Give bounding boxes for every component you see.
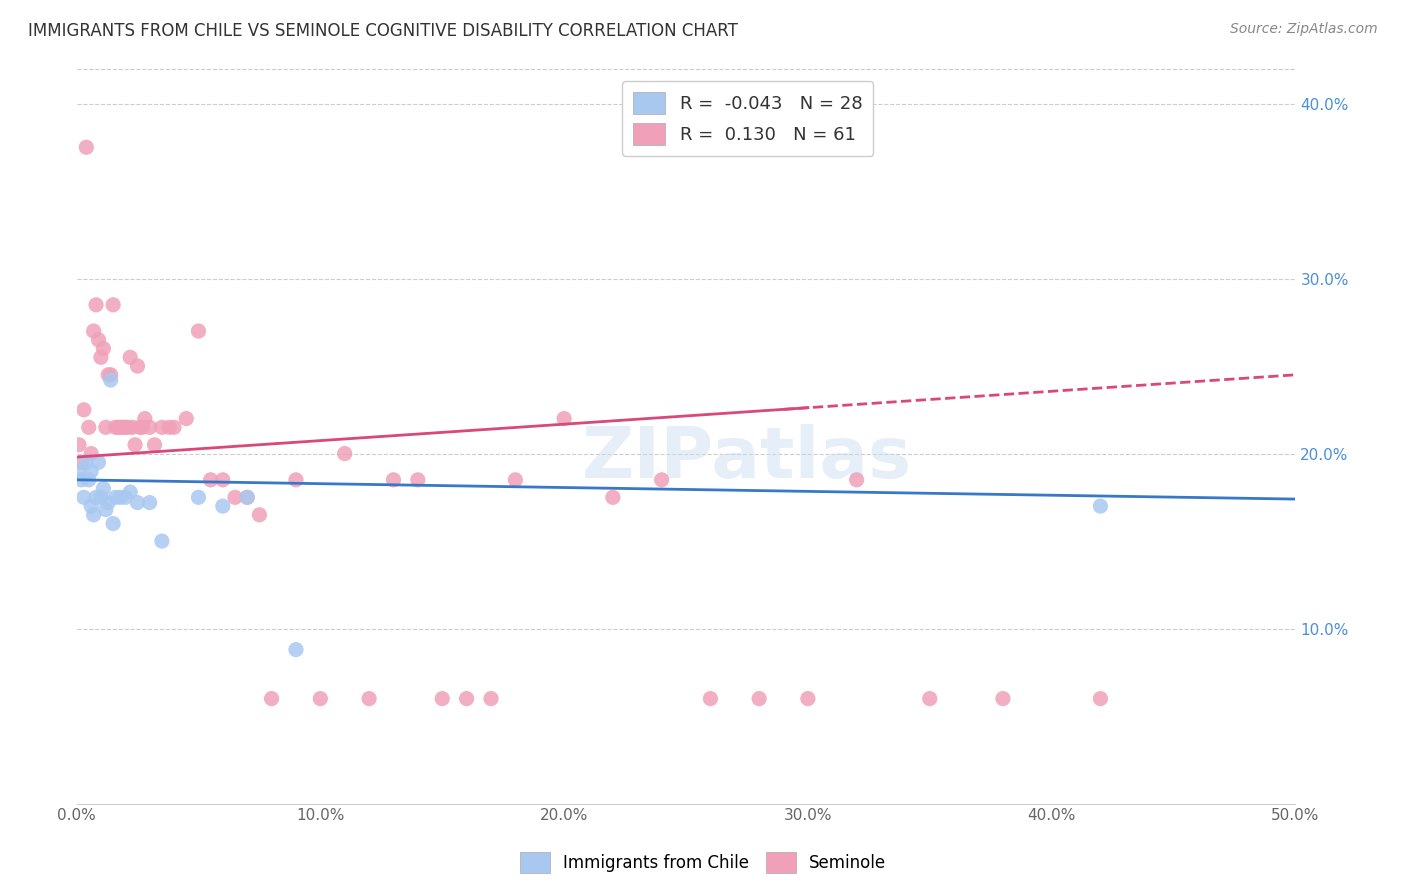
Point	[111, 420, 134, 434]
Point	[845, 473, 868, 487]
Point	[134, 411, 156, 425]
Point	[129, 420, 152, 434]
Legend: R =  -0.043   N = 28, R =  0.130   N = 61: R = -0.043 N = 28, R = 0.130 N = 61	[621, 81, 873, 156]
Point	[284, 473, 307, 487]
Text: ZIPatlas: ZIPatlas	[582, 424, 912, 492]
Point	[90, 351, 112, 365]
Text: IMMIGRANTS FROM CHILE VS SEMINOLE COGNITIVE DISABILITY CORRELATION CHART: IMMIGRANTS FROM CHILE VS SEMINOLE COGNIT…	[28, 22, 738, 40]
Point	[104, 420, 127, 434]
Point	[80, 499, 103, 513]
Point	[163, 420, 186, 434]
Point	[90, 491, 112, 505]
Point	[104, 491, 127, 505]
Point	[97, 495, 120, 509]
Point	[70, 473, 93, 487]
Point	[107, 420, 129, 434]
Point	[67, 438, 90, 452]
Point	[87, 455, 110, 469]
Point	[131, 420, 153, 434]
Point	[75, 140, 97, 154]
Point	[73, 491, 96, 505]
Point	[200, 473, 222, 487]
Point	[120, 485, 142, 500]
Point	[359, 691, 381, 706]
Point	[97, 368, 120, 382]
Point	[87, 333, 110, 347]
Point	[748, 691, 770, 706]
Point	[93, 482, 115, 496]
Point	[236, 491, 259, 505]
Point	[120, 351, 142, 365]
Point	[84, 298, 107, 312]
Text: Source: ZipAtlas.com: Source: ZipAtlas.com	[1230, 22, 1378, 37]
Point	[100, 373, 122, 387]
Point	[117, 420, 139, 434]
Point	[505, 473, 527, 487]
Point	[84, 491, 107, 505]
Point	[224, 491, 246, 505]
Point	[991, 691, 1014, 706]
Point	[110, 491, 132, 505]
Point	[553, 411, 575, 425]
Point	[80, 446, 103, 460]
Point	[602, 491, 624, 505]
Point	[93, 342, 115, 356]
Point	[157, 420, 180, 434]
Point	[699, 691, 721, 706]
Point	[187, 491, 209, 505]
Point	[432, 691, 454, 706]
Point	[150, 534, 173, 549]
Point	[75, 455, 97, 469]
Point	[1090, 691, 1112, 706]
Point	[80, 464, 103, 478]
Point	[101, 516, 124, 531]
Point	[456, 691, 478, 706]
Point	[211, 499, 233, 513]
Point	[77, 473, 100, 487]
Point	[110, 420, 132, 434]
Point	[382, 473, 405, 487]
Point	[1090, 499, 1112, 513]
Point	[236, 491, 259, 505]
Point	[797, 691, 820, 706]
Point	[121, 420, 143, 434]
Point	[309, 691, 332, 706]
Point	[127, 359, 149, 373]
Point	[138, 495, 160, 509]
Point	[94, 502, 117, 516]
Point	[150, 420, 173, 434]
Point	[124, 438, 146, 452]
Point	[114, 491, 136, 505]
Point	[406, 473, 429, 487]
Point	[211, 473, 233, 487]
Point	[918, 691, 941, 706]
Point	[138, 420, 160, 434]
Point	[187, 324, 209, 338]
Point	[127, 495, 149, 509]
Legend: Immigrants from Chile, Seminole: Immigrants from Chile, Seminole	[513, 846, 893, 880]
Point	[247, 508, 270, 522]
Point	[94, 420, 117, 434]
Point	[67, 464, 90, 478]
Point	[101, 298, 124, 312]
Point	[174, 411, 197, 425]
Point	[100, 368, 122, 382]
Point	[479, 691, 502, 706]
Point	[284, 642, 307, 657]
Point	[143, 438, 166, 452]
Point	[77, 420, 100, 434]
Point	[73, 402, 96, 417]
Point	[83, 508, 105, 522]
Point	[651, 473, 673, 487]
Point	[70, 455, 93, 469]
Point	[83, 324, 105, 338]
Point	[260, 691, 283, 706]
Point	[333, 446, 356, 460]
Point	[114, 420, 136, 434]
